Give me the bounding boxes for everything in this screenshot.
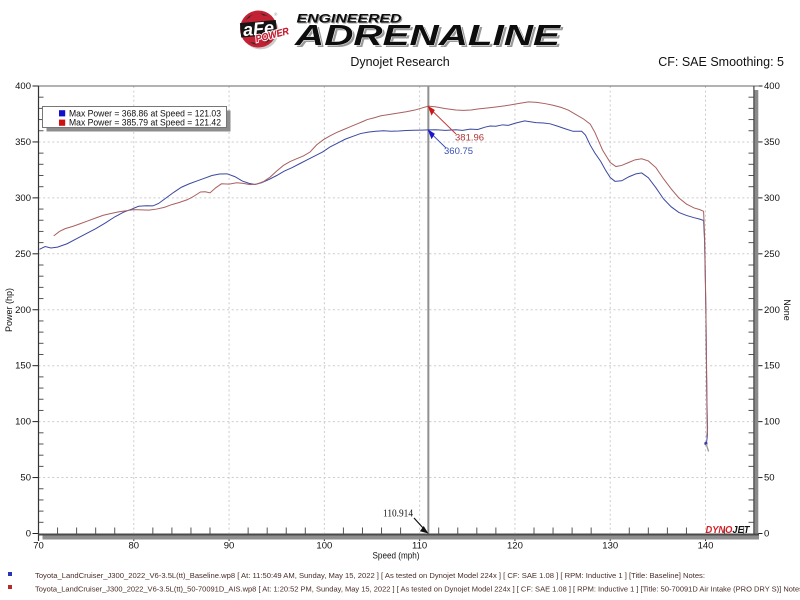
svg-text:400: 400 <box>15 81 31 92</box>
svg-text:Dynojet Research: Dynojet Research <box>350 55 449 69</box>
svg-text:0: 0 <box>26 529 31 540</box>
svg-text:0: 0 <box>764 529 769 540</box>
svg-text:ENGINEERED: ENGINEERED <box>297 11 402 25</box>
svg-text:110: 110 <box>412 541 427 552</box>
svg-text:None: None <box>782 299 792 321</box>
svg-text:Max Power = 385.79 at Speed =: Max Power = 385.79 at Speed = 121.42 <box>69 118 221 128</box>
svg-text:ADRENALINE: ADRENALINE <box>296 22 565 54</box>
svg-text:360.75: 360.75 <box>444 146 473 157</box>
svg-text:Speed (mph): Speed (mph) <box>373 551 420 562</box>
svg-text:400: 400 <box>764 81 780 92</box>
svg-text:Max Power = 368.86 at Speed =: Max Power = 368.86 at Speed = 121.03 <box>69 108 221 118</box>
svg-text:50: 50 <box>764 473 775 484</box>
svg-text:110.914: 110.914 <box>383 509 414 520</box>
svg-text:DYNOJET: DYNOJET <box>706 524 751 536</box>
svg-text:200: 200 <box>764 305 780 316</box>
svg-text:140: 140 <box>698 541 714 552</box>
svg-text:130: 130 <box>602 541 618 552</box>
svg-text:250: 250 <box>764 249 780 260</box>
svg-text:70: 70 <box>33 541 44 552</box>
svg-text:®: ® <box>274 11 278 17</box>
svg-text:ENGINEERED: ENGINEERED <box>298 12 403 26</box>
svg-text:350: 350 <box>15 137 31 148</box>
svg-text:300: 300 <box>764 193 780 204</box>
svg-text:Power (hp): Power (hp) <box>4 288 14 332</box>
svg-text:120: 120 <box>507 541 523 552</box>
svg-text:Toyota_LandCruiser_J300_2022_V: Toyota_LandCruiser_J300_2022_V6-3.5L(tt)… <box>35 573 705 580</box>
svg-text:100: 100 <box>316 541 332 552</box>
svg-text:80: 80 <box>129 541 140 552</box>
svg-text:100: 100 <box>764 417 780 428</box>
svg-text:aFe: aFe <box>242 17 275 40</box>
svg-text:50: 50 <box>20 473 31 484</box>
svg-text:250: 250 <box>15 249 31 260</box>
svg-text:150: 150 <box>15 361 31 372</box>
svg-text:90: 90 <box>224 541 235 552</box>
svg-text:350: 350 <box>764 137 780 148</box>
svg-text:150: 150 <box>764 361 780 372</box>
svg-text:CF: SAE Smoothing: 5: CF: SAE Smoothing: 5 <box>658 55 784 69</box>
svg-text:Toyota_LandCruiser_J300_2022_V: Toyota_LandCruiser_J300_2022_V6-3.5L(tt)… <box>35 586 800 593</box>
svg-text:ADRENALINE: ADRENALINE <box>294 20 563 52</box>
svg-text:300: 300 <box>15 193 31 204</box>
svg-text:200: 200 <box>15 305 31 316</box>
svg-text:100: 100 <box>15 417 31 428</box>
svg-text:381.96: 381.96 <box>455 133 484 144</box>
